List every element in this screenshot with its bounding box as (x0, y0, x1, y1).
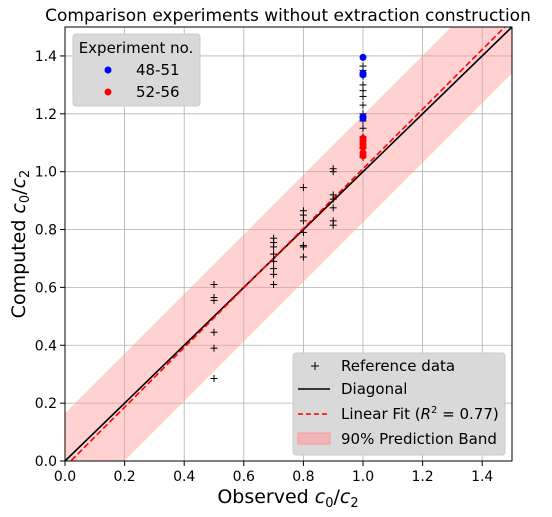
experiment-point-52-56 (359, 152, 367, 160)
x-tick-label: 1.2 (411, 469, 433, 485)
reference-data-point (270, 257, 278, 265)
y-tick-label: 1.2 (35, 107, 57, 123)
legend-48-51-label: 48-51 (136, 61, 180, 79)
point-layer (210, 53, 367, 383)
x-axis-title: Observed c0/c2 (217, 486, 358, 511)
x-tick-label: 0.0 (54, 469, 76, 485)
reference-data-point (359, 124, 367, 132)
reference-data-point (210, 281, 218, 289)
reference-data-point (299, 228, 307, 236)
reference-data-point (359, 101, 367, 109)
reference-data-point (270, 281, 278, 289)
reference-data-point (210, 375, 218, 383)
reference-data-point (270, 265, 278, 273)
y-tick-label: 0.2 (35, 396, 57, 412)
reference-data-point (329, 165, 337, 173)
x-tick-label: 0.8 (292, 469, 314, 485)
legend-reference-marker (311, 362, 319, 370)
x-tick-label: 0.6 (233, 469, 255, 485)
y-tick-label: 0.8 (35, 223, 57, 239)
experiment-point-48-51 (359, 71, 367, 79)
reference-data-point (359, 81, 367, 89)
reference-data-point (299, 253, 307, 261)
experiment-legend: Experiment no. 48-51 52-56 (72, 33, 201, 107)
reference-data-point (299, 207, 307, 215)
legend-diagonal-label: Diagonal (341, 380, 407, 398)
x-ticks: 0.0 0.2 0.4 0.6 0.8 1.0 1.2 1.4 (54, 461, 493, 485)
experiment-legend-title: Experiment no. (79, 39, 194, 57)
x-tick-label: 1.4 (471, 469, 493, 485)
line-layer (65, 27, 512, 461)
experiment-point-52-56 (359, 143, 367, 151)
reference-data-point (270, 234, 278, 242)
y-tick-label: 0.0 (35, 454, 57, 470)
x-tick-label: 1.0 (352, 469, 374, 485)
reference-data-point (359, 62, 367, 70)
y-tick-label: 1.4 (35, 49, 57, 65)
reference-data-point (329, 191, 337, 199)
linear-fit-line (69, 27, 506, 461)
fit-legend: Reference data Diagonal Linear Fit (R2 =… (292, 352, 506, 456)
reference-data-point (270, 250, 278, 258)
legend-52-56-label: 52-56 (136, 83, 180, 101)
legend-fit-label: Linear Fit (R2 = 0.77) (341, 405, 499, 423)
reference-data-point (329, 217, 337, 225)
x-tick-label: 0.4 (173, 469, 195, 485)
y-tick-label: 0.4 (35, 338, 57, 354)
x-tick-label: 0.2 (113, 469, 135, 485)
reference-data-point (299, 241, 307, 249)
y-ticks: 0.0 0.2 0.4 0.6 0.8 1.0 1.2 1.4 (35, 49, 65, 470)
y-axis-title: Computed c0/c2 (8, 170, 33, 319)
reference-data-point (299, 184, 307, 192)
legend-band-swatch (297, 432, 331, 445)
reference-data-point (210, 328, 218, 336)
legend-48-51-marker (104, 66, 112, 74)
reference-data-point (210, 294, 218, 302)
experiment-point-48-51 (359, 114, 367, 122)
legend-reference-label: Reference data (341, 357, 455, 375)
y-tick-label: 0.6 (35, 280, 57, 296)
legend-band-label: 90% Prediction Band (341, 430, 497, 448)
legend-52-56-marker (104, 88, 112, 96)
y-tick-label: 1.0 (35, 165, 57, 181)
chart-title: Comparison experiments without extractio… (45, 6, 531, 26)
reference-data-point (210, 344, 218, 352)
experiment-point-48-51 (359, 53, 367, 61)
reference-data-point (329, 204, 337, 212)
plot-frame (64, 26, 513, 462)
